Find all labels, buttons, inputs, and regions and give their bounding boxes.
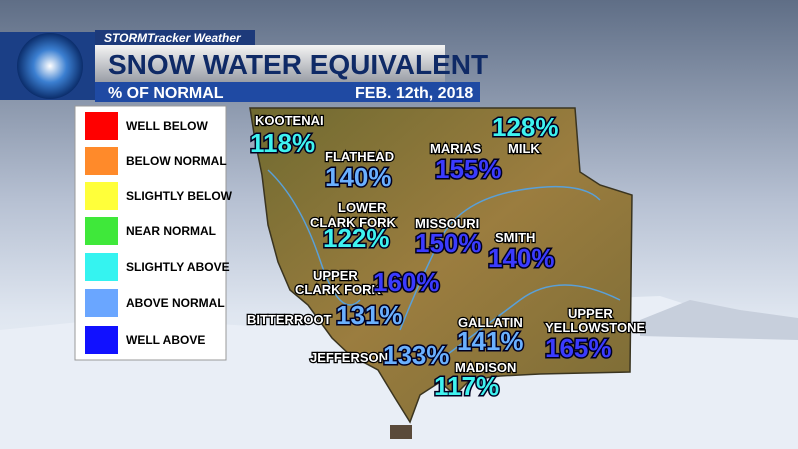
- logo: [17, 33, 83, 99]
- basin-name: KOOTENAI: [255, 113, 324, 128]
- subtitle: % OF NORMAL: [108, 85, 224, 102]
- basin-name: SMITH: [495, 230, 535, 245]
- basin-name: UPPER: [568, 306, 613, 321]
- swatch: [85, 326, 118, 354]
- basin-name: GALLATIN: [458, 315, 523, 330]
- legend-label: SLIGHTLY ABOVE: [126, 260, 230, 274]
- basin-value: 117%: [434, 371, 499, 401]
- basin-name: CLARK FORK: [295, 282, 382, 297]
- basin-value: 140%: [488, 243, 555, 273]
- swatch: [85, 289, 118, 317]
- legend-label: ABOVE NORMAL: [126, 296, 225, 310]
- swatch: [85, 217, 118, 245]
- swatch: [85, 253, 118, 281]
- basin-value: 131%: [336, 300, 403, 330]
- legend-label: WELL BELOW: [126, 119, 208, 133]
- swatch: [85, 112, 118, 140]
- legend-label: BELOW NORMAL: [126, 154, 227, 168]
- brand-bar: [95, 30, 255, 45]
- basin-value: 165%: [545, 333, 612, 363]
- subtitle-bar: [95, 82, 480, 102]
- basin-value: 140%: [325, 162, 392, 192]
- basin-value: 122%: [323, 223, 390, 253]
- basin-value: 128%: [492, 112, 559, 142]
- mountains: [640, 300, 798, 340]
- basin-name: BITTERROOT: [247, 312, 332, 327]
- legend-swatches: [85, 112, 118, 354]
- basin-value: 141%: [457, 326, 524, 356]
- title-bar: [95, 45, 445, 82]
- basin-name: MISSOURI: [415, 216, 479, 231]
- rivers: [267, 169, 621, 361]
- montana-map: [249, 107, 633, 424]
- basin-name: FLATHEAD: [325, 149, 394, 164]
- basin-value: 160%: [373, 267, 440, 297]
- swatch: [85, 147, 118, 175]
- basin-value: 133%: [383, 340, 450, 370]
- basin-name: UPPER: [313, 268, 358, 283]
- legend-label: NEAR NORMAL: [126, 224, 216, 238]
- basin-name: YELLOWSTONE: [545, 320, 645, 335]
- basin-value: 118%: [250, 128, 315, 158]
- date: FEB. 12th, 2018: [355, 85, 473, 102]
- swatch: [85, 182, 118, 210]
- basin-value: 150%: [415, 228, 482, 258]
- basin-name: CLARK FORK: [310, 215, 397, 230]
- title: SNOW WATER EQUIVALENT: [108, 49, 488, 80]
- basin-name: MADISON: [455, 360, 516, 375]
- basin-name: MARIAS: [430, 141, 482, 156]
- legend-label: WELL ABOVE: [126, 333, 205, 347]
- legend-label: SLIGHTLY BELOW: [126, 189, 233, 203]
- barn: [390, 425, 412, 439]
- basin-name: LOWER: [338, 200, 387, 215]
- basin-name: JEFFERSON: [310, 350, 388, 365]
- brand: STORMTracker Weather: [104, 31, 242, 45]
- basin-value: 155%: [435, 154, 502, 184]
- basin-name: MILK: [508, 141, 540, 156]
